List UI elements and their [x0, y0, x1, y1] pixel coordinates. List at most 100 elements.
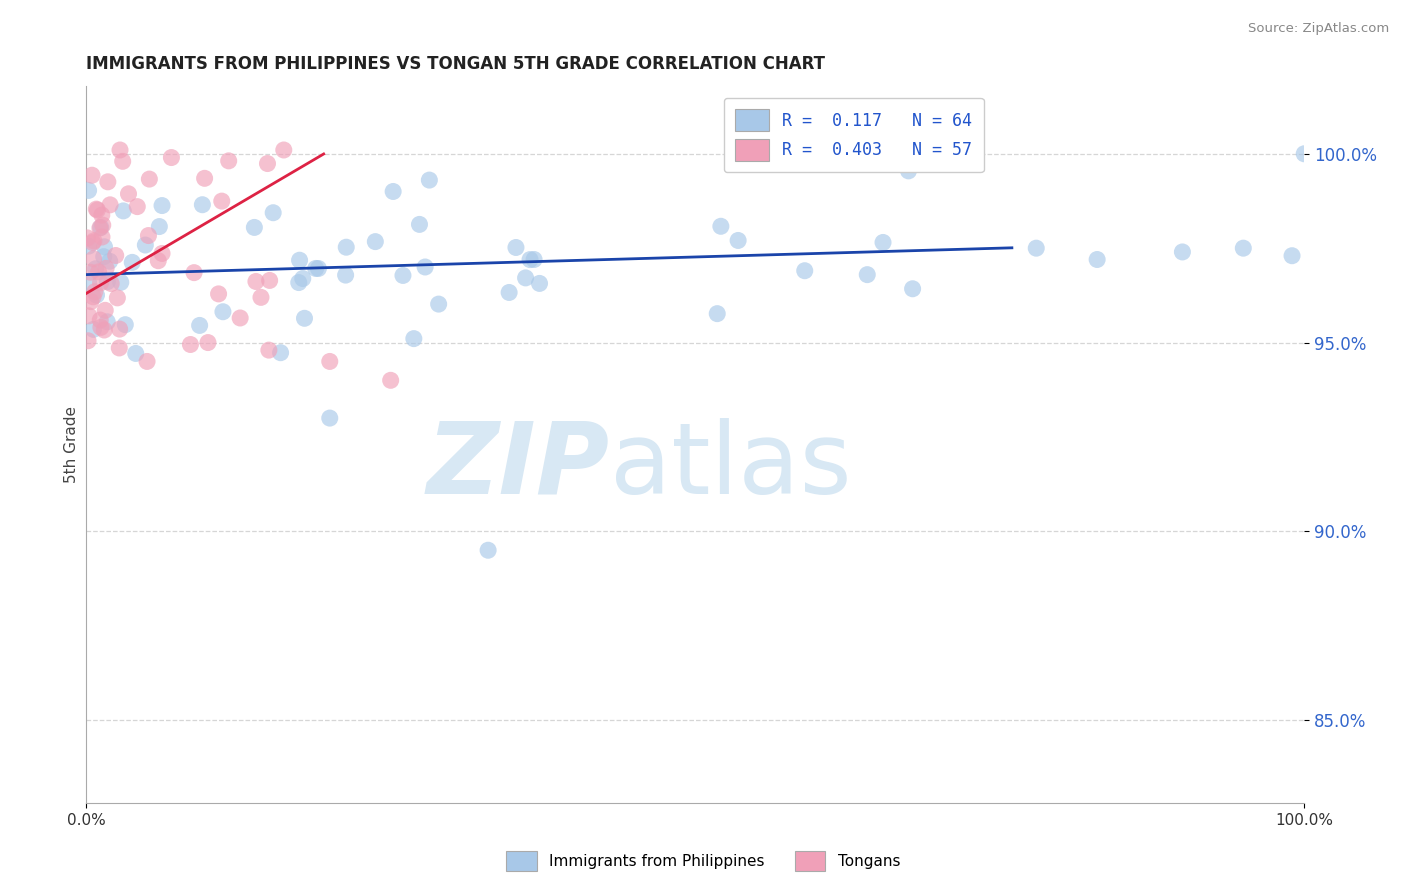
Point [179, 337, 201, 351]
Point [418, 173, 440, 187]
Point [138, 228, 160, 243]
Point [94, 261, 117, 276]
Point [380, 373, 402, 387]
Point [335, 268, 357, 282]
Point [335, 240, 357, 254]
Point [150, 198, 173, 212]
Point [93, 250, 115, 264]
Legend: Immigrants from Philippines, Tongans: Immigrants from Philippines, Tongans [501, 846, 905, 877]
Point [515, 271, 537, 285]
Point [477, 543, 499, 558]
Point [96, 275, 118, 289]
Point [727, 234, 749, 248]
Point [89, 220, 111, 235]
Point [84, 261, 107, 276]
Point [1171, 244, 1194, 259]
Text: ZIP: ZIP [427, 417, 610, 515]
Point [529, 277, 551, 291]
Point [112, 203, 135, 218]
Point [83, 234, 105, 248]
Point [287, 276, 309, 290]
Point [93, 240, 115, 254]
Point [127, 200, 149, 214]
Point [91, 218, 114, 232]
Point [191, 198, 214, 212]
Point [83, 252, 105, 266]
Point [319, 354, 342, 368]
Text: atlas: atlas [610, 417, 852, 515]
Point [160, 151, 183, 165]
Point [793, 263, 815, 277]
Point [86, 288, 108, 302]
Point [105, 291, 128, 305]
Point [270, 345, 292, 359]
Point [505, 240, 527, 254]
Point [148, 219, 170, 234]
Point [82, 235, 104, 250]
Point [427, 297, 450, 311]
Point [307, 261, 329, 276]
Point [257, 343, 280, 358]
Point [86, 202, 108, 217]
Point [108, 322, 131, 336]
Point [207, 286, 229, 301]
Point [138, 172, 160, 186]
Point [82, 290, 104, 304]
Point [79, 265, 101, 279]
Point [91, 230, 114, 244]
Point [194, 171, 217, 186]
Point [188, 318, 211, 333]
Point [136, 354, 159, 368]
Point [319, 411, 342, 425]
Point [77, 183, 100, 197]
Point [77, 276, 100, 290]
Point [872, 235, 894, 250]
Point [1025, 241, 1047, 255]
Point [76, 231, 98, 245]
Point [259, 273, 281, 287]
Point [90, 220, 112, 235]
Point [90, 208, 112, 222]
Point [523, 252, 546, 267]
Point [245, 275, 267, 289]
Point [1281, 249, 1303, 263]
Point [108, 341, 131, 355]
Point [288, 253, 311, 268]
Point [90, 320, 112, 334]
Point [110, 276, 132, 290]
Point [80, 168, 103, 182]
Point [89, 313, 111, 327]
Point [291, 271, 314, 285]
Point [125, 346, 148, 360]
Point [856, 268, 879, 282]
Point [90, 276, 112, 290]
Point [93, 323, 115, 337]
Point [262, 205, 284, 219]
Point [1294, 146, 1316, 161]
Point [243, 220, 266, 235]
Point [183, 266, 205, 280]
Point [402, 332, 425, 346]
Point [114, 318, 136, 332]
Point [117, 186, 139, 201]
Point [108, 143, 131, 157]
Point [1232, 241, 1254, 255]
Point [104, 248, 127, 262]
Point [77, 239, 100, 253]
Point [218, 153, 240, 168]
Point [80, 294, 103, 309]
Point [710, 219, 733, 234]
Point [211, 194, 233, 208]
Point [897, 164, 920, 178]
Point [97, 175, 120, 189]
Point [305, 261, 328, 276]
Point [519, 252, 541, 267]
Point [77, 309, 100, 323]
Point [229, 310, 252, 325]
Point [84, 202, 107, 216]
Point [98, 198, 121, 212]
Point [364, 235, 387, 249]
Point [250, 290, 273, 304]
Point [150, 246, 173, 260]
Point [413, 260, 436, 274]
